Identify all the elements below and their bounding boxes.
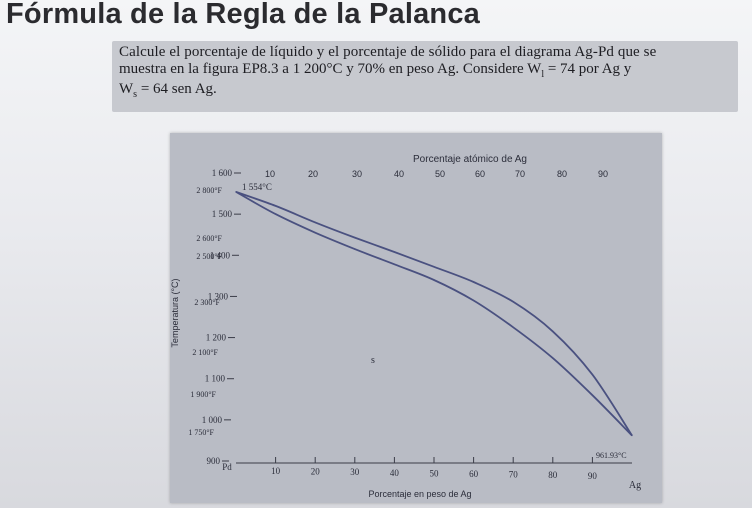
- curve-point: [315, 222, 316, 223]
- curve-point: [631, 435, 632, 436]
- phase-diagram-card: 10 20 30 40 50 60 70 80 90 Porcentaje atómico de…: [170, 133, 662, 503]
- top-tick-label: 70: [515, 169, 525, 179]
- curve-point: [592, 395, 593, 396]
- slide-title: Fórmula de la Regla de la Palanca: [6, 0, 480, 31]
- curve-point: [394, 251, 395, 252]
- y-tick-label-f: 1 900°F: [190, 390, 216, 399]
- y-tick-label-f: 2 800°F: [196, 186, 222, 195]
- curve-point: [513, 327, 514, 328]
- top-tick-label: 90: [598, 169, 608, 179]
- annotation-ag-melt: 961.93°C: [596, 451, 627, 460]
- curve-point: [552, 358, 553, 359]
- x-axis-label: Porcentaje en peso de Ag: [368, 489, 471, 499]
- curve-point: [473, 300, 474, 301]
- problem-line-2-tail: = 74 por Ag y: [544, 61, 631, 77]
- y-tick-label-c: 1 500: [212, 209, 233, 219]
- y-tick-label-c: 900: [207, 456, 221, 466]
- top-tick-label: 60: [475, 169, 485, 179]
- liquidus-curve: [236, 192, 632, 436]
- curve-point: [592, 374, 593, 375]
- curve-point: [473, 281, 474, 282]
- y-tick-label-f: 1 750°F: [188, 428, 214, 437]
- x-tick-label: 60: [469, 469, 479, 479]
- problem-statement: Calcule el porcentaje de líquido y el po…: [112, 41, 738, 112]
- x-tick-label: 70: [509, 470, 519, 480]
- curve-point: [275, 214, 276, 215]
- top-tick-label: 50: [435, 169, 445, 179]
- x-tick-label: 50: [430, 468, 440, 478]
- curve-point: [275, 205, 276, 206]
- problem-line-2-text: muestra en la figura EP8.3 a 1 200°C y 7…: [119, 61, 541, 77]
- x-right-label: Ag: [629, 480, 641, 491]
- phase-diagram-chart: 10 20 30 40 50 60 70 80 90 Porcentaje atómico de…: [170, 133, 662, 503]
- top-tick-label: 20: [308, 169, 318, 179]
- x-tick-label: 80: [548, 470, 558, 480]
- problem-line-3: Ws = 64 sen Ag.: [119, 81, 217, 100]
- y-tick-label-f: 2 600°F: [196, 234, 222, 243]
- x-tick-label: 90: [588, 471, 598, 481]
- curve-point: [354, 249, 355, 250]
- curve-point: [552, 331, 553, 332]
- y-tick-label-f: 2 300°F: [194, 298, 220, 307]
- problem-line-3-text: W: [119, 81, 133, 97]
- y-tick-label-c: 1 200: [206, 333, 227, 343]
- y-tick-label-f: 2 500°F: [196, 252, 222, 261]
- solidus-curve: [236, 192, 632, 436]
- curve-point: [315, 232, 316, 233]
- x-left-label: Pd: [222, 462, 232, 472]
- x-tick-label: 40: [390, 468, 400, 478]
- curve-point: [354, 237, 355, 238]
- y-tick-label-f: 2 100°F: [192, 348, 218, 357]
- x-tick-label: 10: [271, 466, 281, 476]
- curve-point: [235, 191, 236, 192]
- problem-line-2: muestra en la figura EP8.3 a 1 200°C y 7…: [119, 61, 631, 80]
- y-tick-label-c: 1 600: [212, 168, 233, 178]
- curve-point: [433, 279, 434, 280]
- problem-line-3-tail: = 64 sen Ag.: [137, 81, 217, 97]
- annotation-pd-melt: 1 554°C: [242, 182, 272, 192]
- annotation-region-s: s: [371, 355, 375, 366]
- curve-point: [513, 301, 514, 302]
- top-tick-label: 30: [352, 169, 362, 179]
- top-tick-label: 80: [557, 169, 567, 179]
- top-axis-label: Porcentaje atómico de Ag: [413, 154, 527, 165]
- top-tick-label: 40: [394, 169, 404, 179]
- x-tick-label: 20: [311, 467, 321, 477]
- y-axis-label: Temperatura (°C): [170, 278, 180, 347]
- x-tick-label: 30: [350, 467, 360, 477]
- y-tick-label-c: 1 000: [202, 415, 223, 425]
- curve-point: [394, 264, 395, 265]
- problem-line-1: Calcule el porcentaje de líquido y el po…: [119, 44, 656, 61]
- curve-point: [433, 266, 434, 267]
- top-tick-label: 10: [265, 169, 275, 179]
- y-tick-label-c: 1 100: [205, 374, 226, 384]
